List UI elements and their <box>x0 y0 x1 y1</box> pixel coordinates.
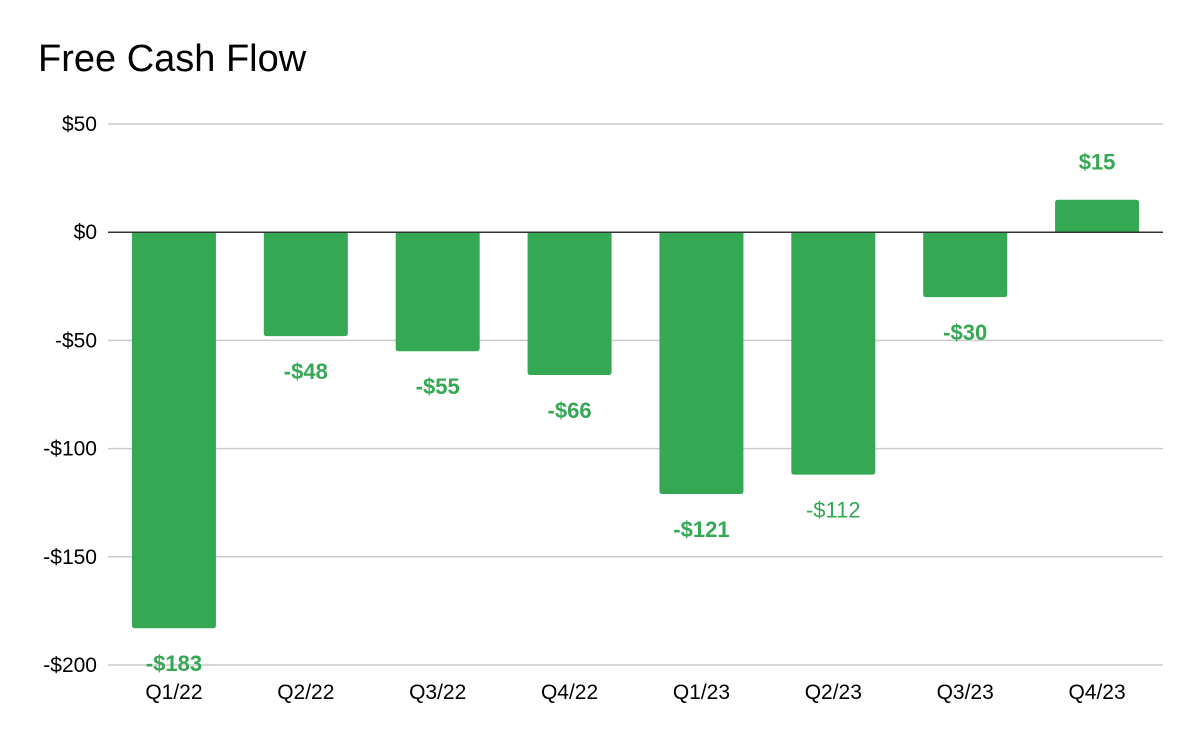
data-label: -$112 <box>806 498 861 523</box>
bar-q1-22 <box>131 232 216 629</box>
bar-q4-23 <box>1055 199 1140 233</box>
data-label: $15 <box>1079 150 1116 175</box>
data-label: -$55 <box>416 374 460 399</box>
x-tick-label: Q2/23 <box>805 681 862 704</box>
y-tick-label: -$50 <box>55 329 97 352</box>
data-label: -$183 <box>146 651 202 676</box>
bar-q2-22 <box>263 232 348 337</box>
bar-q2-23 <box>791 232 876 475</box>
bar-q3-23 <box>923 232 1008 298</box>
data-label: -$121 <box>673 517 729 542</box>
y-tick-label: -$150 <box>43 546 97 569</box>
x-tick-label: Q2/22 <box>277 681 334 704</box>
y-tick-label: $0 <box>74 221 97 244</box>
y-tick-label: $50 <box>62 113 97 136</box>
bar-q1-23 <box>659 232 744 495</box>
x-tick-label: Q4/23 <box>1068 681 1125 704</box>
y-tick-label: -$100 <box>43 438 97 461</box>
bar-q3-22 <box>395 232 480 352</box>
y-tick-label: -$200 <box>43 654 97 677</box>
data-label: -$30 <box>943 320 987 345</box>
data-label: -$48 <box>284 359 328 384</box>
x-tick-label: Q3/23 <box>937 681 994 704</box>
data-label: -$66 <box>548 398 592 423</box>
x-tick-label: Q4/22 <box>541 681 598 704</box>
x-tick-label: Q1/23 <box>673 681 730 704</box>
x-tick-label: Q3/22 <box>409 681 466 704</box>
chart-title: Free Cash Flow <box>38 38 307 80</box>
x-tick-label: Q1/22 <box>145 681 202 704</box>
bar-q4-22 <box>527 232 612 376</box>
